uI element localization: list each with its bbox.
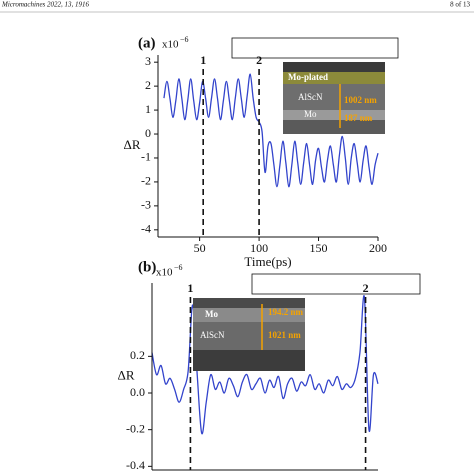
y-axis-label: ΔR [123,137,140,152]
inset-label: 1021 nm [268,330,301,340]
axis-multiplier: x10 [162,39,179,51]
x-tick-label: 200 [369,241,387,255]
x-tick-label: 150 [310,241,328,255]
y-tick-label: 2 [145,78,151,92]
x-tick-label: 100 [250,241,268,255]
data-line [163,73,379,188]
panel-label: (a) [138,35,156,51]
y-tick-label: -1 [141,150,151,164]
marker-label: 1 [200,53,206,67]
y-tick-label: -2 [141,174,151,188]
y-axis-label: ΔR [117,367,134,382]
y-tick-label: -4 [141,222,151,236]
legend-box [251,273,421,295]
marker-label: 2 [363,281,369,295]
y-tick-label: 1 [145,102,151,116]
marker-label: 2 [256,53,262,67]
axis-multiplier-exponent: −6 [180,35,189,44]
page-number: 8 of 13 [450,1,470,9]
inset-label: 1002 nm [344,95,377,105]
y-tick-label: 3 [145,54,151,68]
axis-multiplier: x10 [156,267,173,279]
y-tick-label: -3 [141,198,151,212]
inset-label: AlScN [200,330,225,340]
axis-multiplier-exponent: −6 [174,263,183,272]
inset-image: Mo-plated AlScN 1002 nm Mo 187 nm [283,62,385,134]
inset-label: Mo [304,109,317,119]
panel-label: (b) [138,259,156,275]
inset-label: Mo-plated [288,72,328,82]
inset-image: Mo 194.2 nm AlScN 1021 nm [193,298,305,371]
y-tick-label: 0.2 [130,348,145,362]
y-tick-label: 0.0 [130,385,145,399]
legend-box [231,37,399,59]
x-axis-label: Time(ps) [244,254,291,269]
x-tick-label: 50 [194,241,206,255]
inset-label: 194.2 nm [268,307,304,317]
y-tick-label: 0 [145,126,151,140]
inset-label: Mo [205,309,218,319]
journal: Micromachines 2022, 13, 1916 [1,1,90,9]
inset-label: AlScN [298,92,323,102]
inset-label: 187 nm [344,113,373,123]
marker-label: 1 [187,281,193,295]
y-tick-label: -0.2 [126,421,145,435]
y-tick-label: -0.4 [126,458,145,472]
